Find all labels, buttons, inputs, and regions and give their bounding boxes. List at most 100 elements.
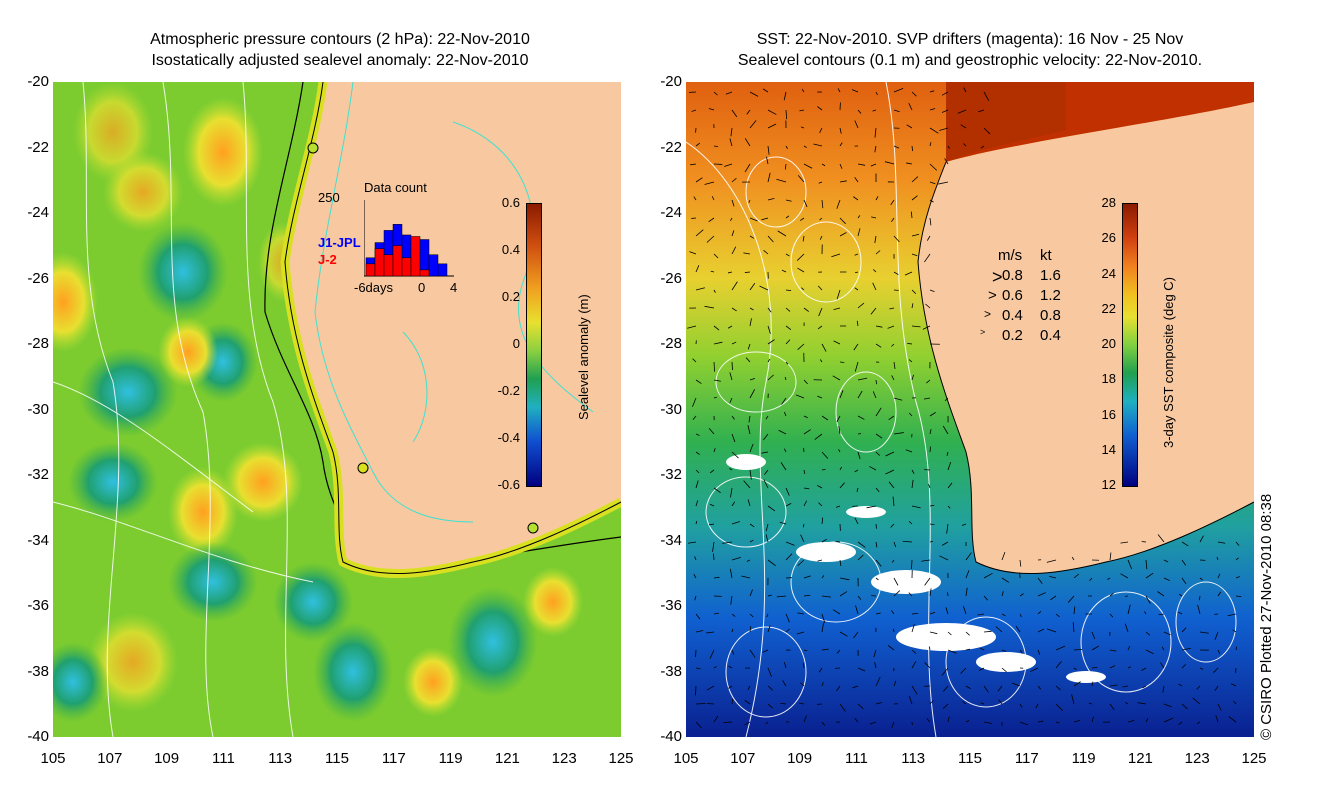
velocity-arrow (1001, 552, 1006, 561)
sealevel-colorbar (526, 203, 542, 487)
velocity-arrow (857, 377, 868, 381)
velocity-arrow (922, 325, 931, 330)
velocity-arrow (854, 287, 859, 291)
velocity-arrow (925, 303, 931, 309)
velocity-arrow (1001, 613, 1006, 617)
velocity-arrow (941, 91, 949, 96)
velocity-arrow (839, 217, 846, 225)
velocity-arrow (821, 415, 829, 421)
velocity-arrow (1160, 662, 1165, 669)
velocity-arrow (1109, 703, 1115, 711)
velocity-arrow (729, 138, 733, 147)
velocity-arrow (929, 181, 936, 185)
velocity-arrow (911, 145, 914, 152)
right-xtick-5: 115 (958, 750, 982, 767)
velocity-arrow (839, 559, 842, 566)
sst-colorbar (1122, 203, 1138, 487)
velocity-arrow (891, 217, 895, 223)
legend-arrow-icon: > (992, 267, 1003, 287)
velocity-arrow (873, 269, 877, 273)
velocity-arrow (819, 217, 823, 221)
velocity-arrow-field (687, 87, 1242, 729)
legend-header-ms: m/s (998, 247, 1023, 264)
velocity-arrow (1145, 559, 1148, 570)
velocity-arrow (1178, 683, 1183, 687)
velocity-arrow (891, 559, 895, 563)
velocity-arrow (692, 358, 697, 363)
velocity-arrow (729, 568, 733, 579)
velocity-arrow (693, 573, 697, 579)
right-xtick-6: 117 (1014, 750, 1039, 767)
velocity-arrow (767, 594, 772, 597)
velocity-arrow (1050, 595, 1057, 601)
velocity-arrow (729, 372, 733, 381)
velocity-arrow (1073, 648, 1083, 651)
velocity-arrow (821, 622, 824, 633)
velocity-arrow (713, 379, 721, 382)
velocity-arrow (1181, 703, 1188, 710)
velocity-arrow (839, 232, 847, 237)
velocity-arrow (1046, 559, 1057, 563)
velocity-arrow (853, 196, 859, 201)
velocity-arrow (1019, 559, 1022, 567)
velocity-arrow (785, 145, 788, 150)
velocity-arrow (785, 199, 792, 202)
legend-arrow-icon: > (984, 307, 992, 321)
velocity-arrow (780, 702, 787, 705)
velocity-arrow (803, 199, 808, 208)
velocity-arrow (818, 181, 823, 184)
velocity-arrow (691, 109, 697, 112)
velocity-arrow (817, 325, 823, 330)
velocity-arrow (908, 695, 913, 705)
velocity-arrow (731, 281, 738, 291)
velocity-arrow (747, 685, 751, 690)
velocity-arrow (785, 339, 791, 345)
sst-cb-label-3: 22 (1101, 300, 1116, 316)
velocity-arrow (695, 613, 701, 620)
left-xtick-6: 117 (381, 750, 406, 767)
inset-bar-j2 (374, 248, 385, 277)
velocity-arrow (730, 595, 733, 605)
sst-cb-label-8: 12 (1101, 477, 1116, 492)
velocity-arrow (785, 613, 790, 623)
sst-cb-label-7: 14 (1101, 441, 1116, 457)
velocity-arrow (695, 142, 701, 147)
velocity-arrow (694, 556, 697, 561)
velocity-arrow (947, 482, 953, 489)
velocity-arrow (836, 649, 841, 654)
velocity-arrow (911, 374, 914, 381)
right-ytick-4: -28 (660, 335, 682, 352)
velocity-arrow (743, 252, 751, 255)
velocity-arrow (875, 676, 881, 687)
legend-arrow-icon: > (988, 287, 997, 304)
velocity-arrow (907, 343, 913, 345)
velocity-arrow (1088, 702, 1093, 705)
velocity-arrow (870, 307, 877, 315)
velocity-arrow (929, 700, 934, 705)
velocity-arrow (963, 605, 967, 615)
left-ytick-5: -30 (27, 400, 49, 418)
velocity-arrow (695, 451, 700, 455)
velocity-arrow (854, 517, 859, 525)
velocity-arrow (837, 88, 841, 93)
velocity-arrow (929, 611, 936, 615)
right-xtick-3: 111 (844, 750, 868, 767)
velocity-arrow (875, 487, 880, 493)
velocity-arrow (980, 145, 985, 149)
velocity-arrow (875, 559, 882, 567)
velocity-arrow (713, 666, 717, 669)
velocity-arrow (802, 662, 805, 669)
velocity-arrow (1181, 541, 1189, 547)
left-xtick-0: 105 (40, 750, 66, 767)
velocity-arrow (885, 469, 895, 475)
sst-cb-label-5: 18 (1101, 371, 1116, 387)
right-ytick-2: -24 (660, 204, 682, 221)
velocity-arrow (730, 487, 733, 498)
velocity-arrow (1001, 667, 1007, 673)
velocity-arrow (1199, 595, 1201, 601)
velocity-arrow (1181, 627, 1187, 633)
velocity-arrow (908, 359, 913, 363)
velocity-arrow (1001, 591, 1004, 597)
velocity-arrow (854, 361, 859, 372)
velocity-arrow (929, 504, 935, 507)
